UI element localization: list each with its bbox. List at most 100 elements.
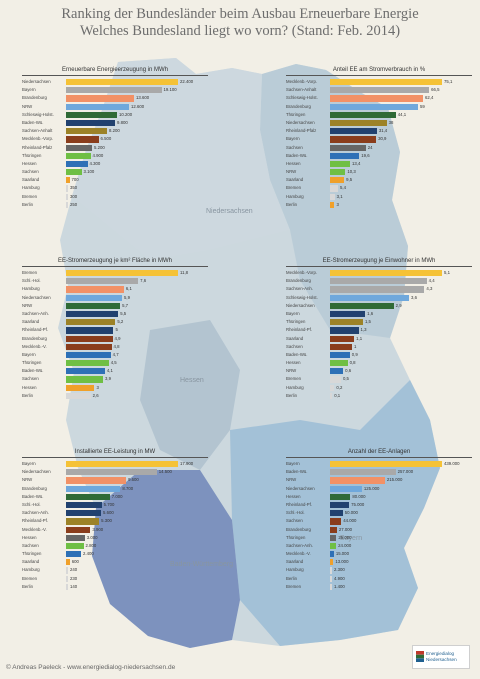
bar	[330, 270, 442, 277]
category-label: Sachsen	[22, 169, 39, 175]
bar	[330, 351, 350, 359]
category-label: Thüringen	[286, 111, 306, 117]
category-label: Hessen	[22, 384, 37, 390]
bar	[66, 119, 115, 127]
value-label: 19.100	[163, 87, 177, 93]
bar	[66, 518, 100, 525]
bar	[66, 160, 88, 168]
map-label-bw: Baden-Württemberg	[170, 561, 233, 568]
bar	[66, 103, 129, 110]
bar-row: Berlin 2,6	[22, 392, 208, 400]
bar-row: Baden-Wü. 0,9	[286, 351, 472, 359]
value-label: 125.000	[363, 485, 380, 491]
bar-row: Hamburg 240	[22, 566, 208, 574]
logo-text: Energiedialog Niedersachsen	[426, 651, 468, 662]
bar-row: Brandenburg 8.700	[22, 485, 208, 493]
value-label: 2,9	[395, 302, 402, 308]
category-label: NRW	[22, 477, 33, 483]
bar	[330, 87, 430, 94]
chart-title: Erneuerbare Energieerzeugung in MWh	[22, 66, 208, 76]
value-label: 4.900	[92, 152, 104, 158]
value-label: 4,4	[428, 278, 435, 284]
value-label: 14.500	[158, 469, 172, 475]
bar	[330, 477, 385, 484]
category-label: Baden-Wü.	[22, 493, 44, 499]
bar	[330, 128, 377, 135]
bar	[66, 351, 111, 359]
bar	[330, 136, 377, 143]
category-label: Schl.-Hol.	[286, 510, 305, 516]
value-label: 4.300	[89, 160, 101, 166]
value-label: 2.300	[334, 567, 345, 573]
value-label: 3.900	[92, 526, 104, 532]
bar-row: Rheinland-Pf. 1,3	[286, 326, 472, 334]
bar	[330, 79, 442, 86]
value-label: 257.000	[397, 469, 414, 475]
bar	[330, 542, 337, 550]
bar	[330, 501, 350, 509]
bar	[66, 575, 68, 582]
value-label: 80.000	[352, 493, 366, 499]
bar-row: Hessen 3	[22, 384, 208, 392]
category-label: Schleswig-Holst.	[286, 294, 318, 300]
category-label: Hessen	[286, 493, 301, 499]
value-label: 0,1	[334, 392, 341, 398]
bar-row: Sachsen 24	[286, 144, 472, 152]
value-label: 15.000	[335, 551, 349, 557]
bar-row: Mecklenb.-Vorp. 5,1	[286, 269, 472, 277]
value-label: 2.400	[83, 551, 94, 557]
bar	[330, 518, 342, 525]
bar	[66, 95, 134, 102]
value-label: 5.600	[103, 510, 114, 516]
category-label: Saarland	[22, 319, 40, 325]
bar-row: Mecklenb.-V. 3.900	[22, 526, 208, 534]
value-label: 0,2	[336, 384, 343, 390]
category-label: Berlin	[286, 201, 297, 207]
category-label: Berlin	[22, 201, 33, 207]
value-label: 2.800	[85, 542, 97, 548]
category-label: Bremen	[286, 185, 302, 191]
bar	[66, 152, 91, 159]
value-label: 7.000	[111, 493, 123, 499]
value-label: 5,7	[122, 302, 129, 308]
bar	[66, 534, 85, 541]
bar	[330, 376, 341, 383]
bar-row: NRW 0,6	[286, 367, 472, 375]
value-label: 5	[115, 327, 118, 333]
region-hessen	[140, 320, 240, 470]
bar	[66, 294, 122, 301]
bar	[330, 177, 345, 184]
category-label: Sachsen-Anhalt	[286, 87, 317, 93]
bar	[330, 360, 348, 367]
bar	[66, 559, 70, 566]
category-label: Hamburg	[286, 193, 304, 199]
value-label: 3,9	[105, 376, 111, 382]
bar-row: Niedersachsen 2,9	[286, 302, 472, 310]
value-label: 22.400	[180, 79, 194, 84]
title-line-2: Welches Bundesland liegt wo vorn? (Stand…	[79, 23, 401, 39]
bar-row: Hamburg 350	[22, 184, 208, 192]
category-label: Schl.-Hol.	[22, 278, 41, 284]
bar-row: Rheinland-Pf. 75.000	[286, 501, 472, 509]
value-label: 24.000	[338, 542, 352, 548]
bar-row: Schleswig-Holst. 3,6	[286, 294, 472, 302]
bar-row: Baden-Wü. 7.000	[22, 493, 208, 501]
category-label: Sachsen	[286, 518, 303, 524]
category-label: Baden-Wü.	[286, 152, 308, 158]
bar-row: Hessen 80.000	[286, 493, 472, 501]
category-label: Sachsen-Anh.	[286, 286, 313, 292]
bar	[330, 201, 335, 208]
bar-row: Schl.-Hol. 7,6	[22, 277, 208, 285]
category-label: Thüringen	[22, 551, 42, 557]
bar-row: Sachsen-Anh. 5,5	[22, 310, 208, 318]
bar-row: Hamburg 2.300	[286, 566, 472, 574]
value-label: 6.500	[100, 136, 112, 142]
value-label: 9.600	[128, 477, 139, 483]
map-label-hessen: Hessen	[180, 377, 204, 384]
bar	[330, 185, 339, 192]
bar-row: Brandenburg 4,9	[22, 335, 208, 343]
value-label: 1.400	[334, 583, 345, 589]
category-label: NRW	[286, 169, 297, 175]
value-label: 38	[388, 119, 394, 125]
bar	[330, 510, 343, 517]
